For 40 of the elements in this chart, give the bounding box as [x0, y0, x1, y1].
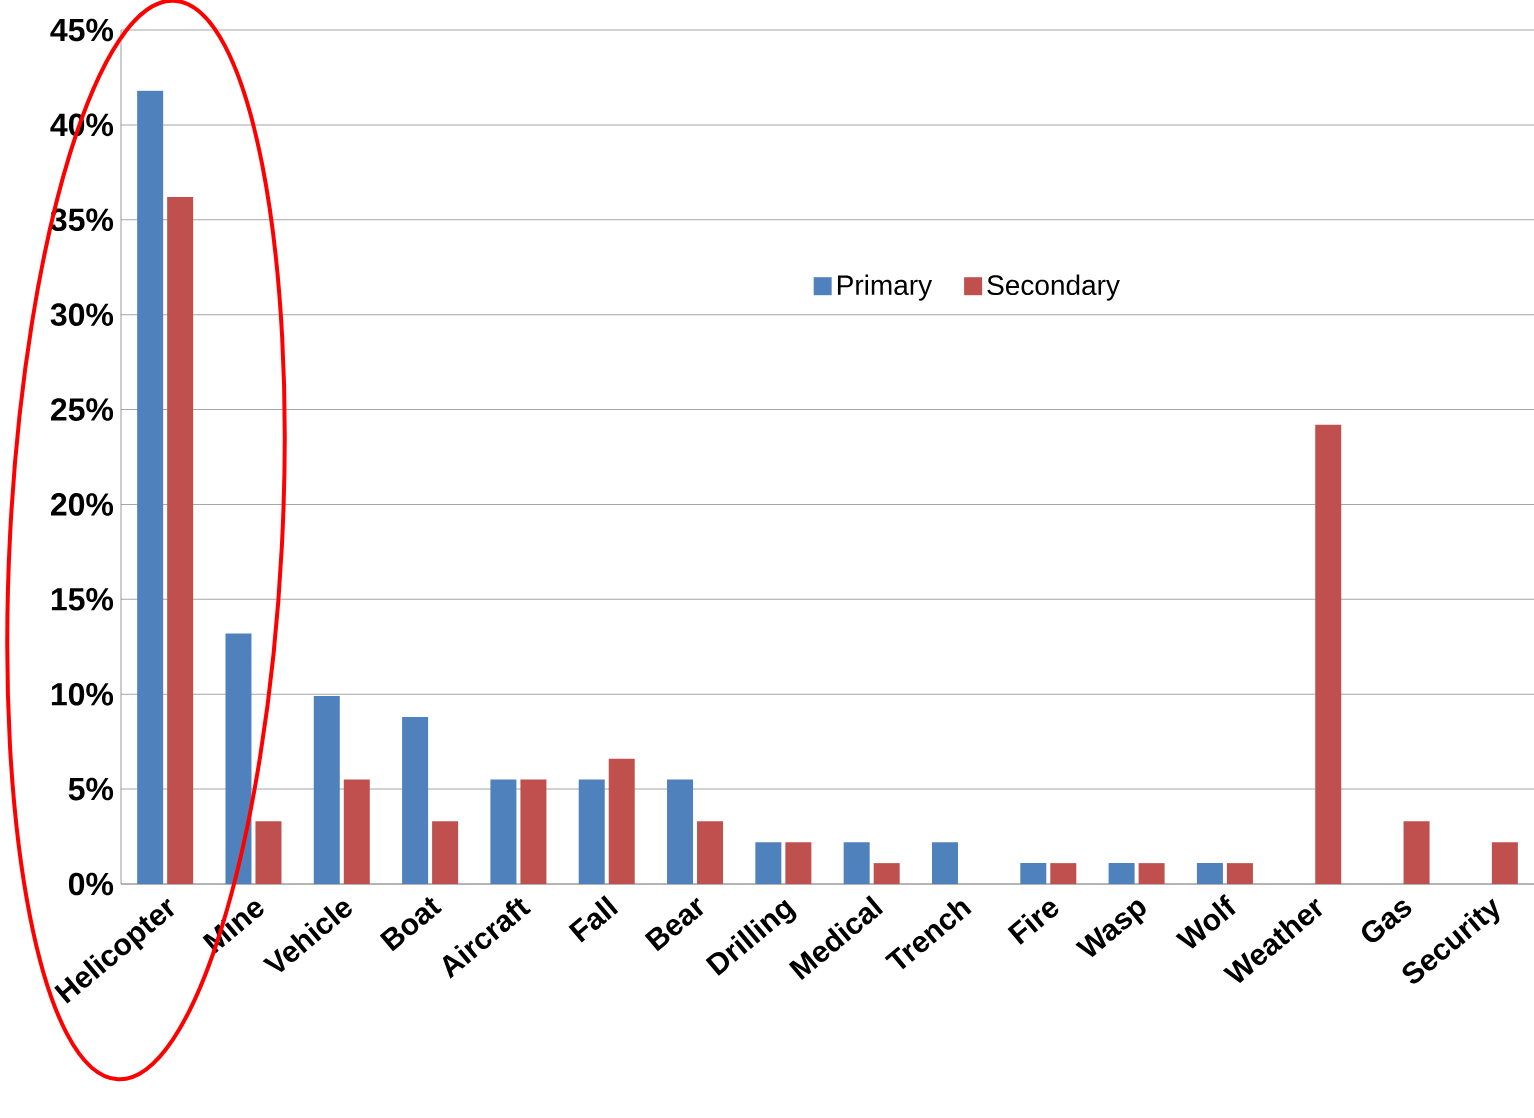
bar	[697, 821, 724, 884]
y-tick-label: 15%	[51, 588, 114, 611]
bar	[667, 779, 694, 884]
bar	[1315, 424, 1342, 884]
y-tick-label: 0%	[68, 872, 114, 896]
x-tick-label: Fall	[568, 895, 619, 943]
y-tick-label: 25%	[50, 398, 114, 421]
bar	[167, 196, 194, 884]
bar	[343, 779, 370, 884]
bar	[1050, 863, 1077, 884]
bar	[137, 90, 164, 884]
bar	[931, 842, 958, 884]
legend-label: Primary	[837, 274, 933, 301]
bar	[255, 821, 282, 884]
bar	[785, 842, 812, 884]
bar	[520, 779, 547, 884]
y-tick-label: 45%	[50, 18, 114, 42]
bar	[608, 758, 635, 884]
bar	[402, 716, 429, 884]
y-tick-label: 20%	[50, 493, 114, 516]
bar	[1138, 863, 1165, 884]
bar	[432, 821, 459, 884]
x-tick-label: Fire	[1007, 901, 1059, 945]
bar	[1491, 842, 1518, 884]
bar	[873, 863, 900, 884]
bar	[1226, 863, 1253, 884]
bar	[490, 779, 517, 884]
bar	[1108, 863, 1135, 884]
bar	[1196, 863, 1223, 884]
bar	[578, 779, 605, 884]
y-tick-label: 5%	[68, 777, 114, 801]
y-tick-label: 10%	[51, 682, 114, 706]
bar	[1020, 863, 1047, 884]
bar	[1403, 821, 1430, 884]
legend-label: Secondary	[987, 274, 1120, 301]
bar	[225, 633, 252, 884]
bar	[755, 842, 782, 884]
bar	[843, 842, 870, 884]
bar	[313, 696, 340, 884]
y-tick-label: 30%	[50, 303, 114, 326]
